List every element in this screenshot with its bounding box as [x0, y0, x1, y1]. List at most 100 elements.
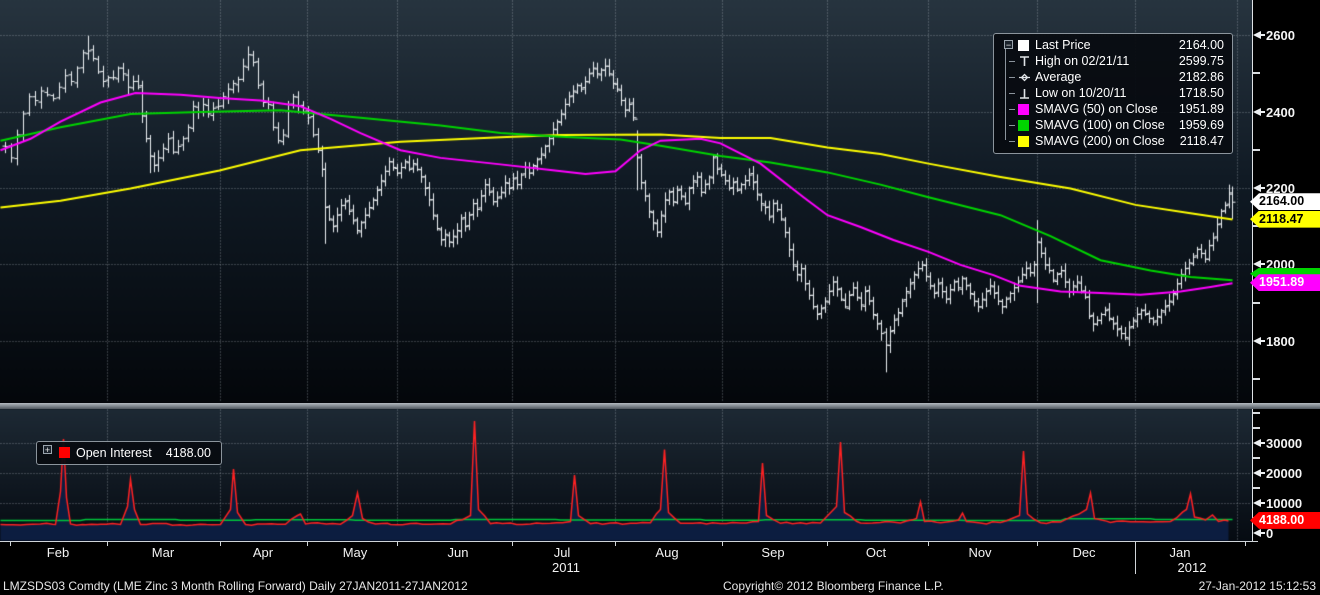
- year-divider-tick: [1135, 542, 1136, 574]
- legend-label: SMAVG (100) on Close: [1035, 118, 1165, 132]
- month-label: Jun: [447, 545, 469, 560]
- oi-tick-minor: [1253, 411, 1260, 414]
- price-tick-minor: [1253, 377, 1260, 380]
- low-marker-icon: [1020, 88, 1029, 99]
- legend-label: Open Interest: [76, 445, 152, 460]
- month-label: Sep: [761, 545, 785, 560]
- price-tick-tail: [1259, 186, 1265, 189]
- legend-tree-stub: [1009, 93, 1015, 94]
- legend-value: 2118.47: [1179, 134, 1224, 148]
- price-tick-minor: [1253, 148, 1260, 151]
- legend-value: 4188.00: [165, 445, 211, 460]
- time-axis-tick: [10, 542, 11, 546]
- price-axis-label: 2200: [1266, 180, 1295, 196]
- oi-tick-minor: [1253, 486, 1260, 489]
- oi-tick-minor: [1253, 456, 1260, 459]
- oi-tick-minor: [1253, 426, 1260, 429]
- oi-axis-label: 10000: [1266, 495, 1303, 511]
- time-axis-tick: [1037, 542, 1038, 546]
- price-axis-label: 2400: [1266, 104, 1295, 120]
- legend-row-average[interactable]: Average 2182.86: [998, 69, 1224, 85]
- smavg50-swatch-icon: [1018, 103, 1029, 115]
- axis-value-box: 1951.89: [1250, 274, 1320, 292]
- time-axis-tick: [397, 542, 398, 546]
- month-label: Nov: [968, 545, 992, 560]
- legend-expand-toggle[interactable]: +: [43, 445, 52, 455]
- open-interest-legend[interactable]: + Open Interest 4188.00: [36, 441, 222, 465]
- oi-tick-arrow: [1253, 438, 1261, 447]
- month-label: Feb: [46, 545, 70, 560]
- legend-value: 1718.50: [1178, 86, 1224, 100]
- legend-collapse-toggle[interactable]: −: [1004, 40, 1013, 50]
- legend-label: Average: [1035, 70, 1082, 84]
- legend-value: 1951.89: [1178, 102, 1224, 116]
- month-label: Mar: [151, 545, 175, 560]
- legend-row-high[interactable]: High on 02/21/11 2599.75: [998, 53, 1224, 69]
- year-label: 2012: [1177, 560, 1207, 575]
- price-tick-minor: [1253, 225, 1260, 228]
- legend-row-smavg100[interactable]: SMAVG (100) on Close 1959.69: [998, 117, 1224, 133]
- panel-divider-handle[interactable]: [0, 403, 1320, 409]
- plot-right-border: [1252, 0, 1253, 541]
- legend-label: Low on 10/20/11: [1035, 86, 1127, 100]
- time-axis-line: [0, 541, 1258, 542]
- price-tick-tail: [1259, 34, 1265, 37]
- time-axis-tick: [512, 542, 513, 546]
- oi-axis-label: 0: [1266, 525, 1274, 541]
- status-bar: LMZSDS03 Comdty (LME Zinc 3 Month Rollin…: [0, 578, 1320, 595]
- price-axis-label: 2600: [1266, 28, 1295, 44]
- legend-tree-stub: [1009, 141, 1015, 142]
- axis-value-box: 4188.00: [1250, 511, 1320, 529]
- oi-tick-tail: [1259, 531, 1265, 534]
- legend-tree-stub: [1009, 125, 1015, 126]
- legend-value: 1959.69: [1178, 118, 1224, 132]
- instrument-description: LMZSDS03 Comdty (LME Zinc 3 Month Rollin…: [3, 579, 468, 593]
- oi-tick-arrow: [1253, 528, 1261, 537]
- axis-value-box: 2118.47: [1250, 210, 1320, 228]
- oi-axis-label: 30000: [1266, 435, 1303, 451]
- time-axis-tick: [722, 542, 723, 546]
- month-label: Oct: [865, 545, 887, 560]
- price-tick-arrow: [1253, 260, 1261, 269]
- month-label: May: [342, 545, 368, 560]
- month-label: Jan: [1169, 545, 1191, 560]
- legend-row-last-price[interactable]: − Last Price 2164.00: [998, 37, 1224, 53]
- time-axis-tick: [1245, 542, 1246, 546]
- price-tick-minor: [1253, 301, 1260, 304]
- high-marker-icon: [1020, 55, 1029, 66]
- price-tick-minor: [1253, 72, 1260, 75]
- average-marker-icon: [1019, 73, 1030, 81]
- month-label: Apr: [252, 545, 274, 560]
- last-price-swatch-icon: [1018, 39, 1029, 51]
- legend-label: SMAVG (200) on Close: [1035, 134, 1165, 148]
- timestamp: 27-Jan-2012 15:12:53: [1198, 579, 1316, 593]
- time-axis-tick: [615, 542, 616, 546]
- legend-row-smavg200[interactable]: SMAVG (200) on Close 2118.47: [998, 133, 1224, 149]
- legend-label: High on 02/21/11: [1035, 54, 1130, 68]
- oi-tick-tail: [1259, 471, 1265, 474]
- legend-label: Last Price: [1035, 38, 1091, 52]
- price-tick-arrow: [1253, 107, 1261, 116]
- legend-row-smavg50[interactable]: SMAVG (50) on Close 1951.89: [998, 101, 1224, 117]
- price-axis-label: 1800: [1266, 333, 1295, 349]
- price-tick-arrow: [1253, 336, 1261, 345]
- price-tick-arrow: [1253, 183, 1261, 192]
- time-axis-tick: [107, 542, 108, 546]
- legend-tree-stub: [1009, 77, 1015, 78]
- year-label: 2011: [552, 560, 580, 575]
- time-axis-tick: [928, 542, 929, 546]
- oi-tick-arrow: [1253, 468, 1261, 477]
- time-axis-tick: [827, 542, 828, 546]
- oi-tick-tail: [1259, 501, 1265, 504]
- oi-tick-tail: [1259, 441, 1265, 444]
- smavg200-swatch-icon: [1018, 135, 1029, 147]
- price-legend: − Last Price 2164.00 High on 02/21/11 25…: [993, 33, 1233, 154]
- legend-value: 2182.86: [1178, 70, 1224, 84]
- axis-value-box: 2164.00: [1250, 193, 1320, 211]
- legend-row-low[interactable]: Low on 10/20/11 1718.50: [998, 85, 1224, 101]
- open-interest-swatch-icon: [59, 447, 70, 458]
- oi-tick-arrow: [1253, 498, 1261, 507]
- month-label: Aug: [655, 545, 679, 560]
- price-tick-arrow: [1253, 31, 1261, 40]
